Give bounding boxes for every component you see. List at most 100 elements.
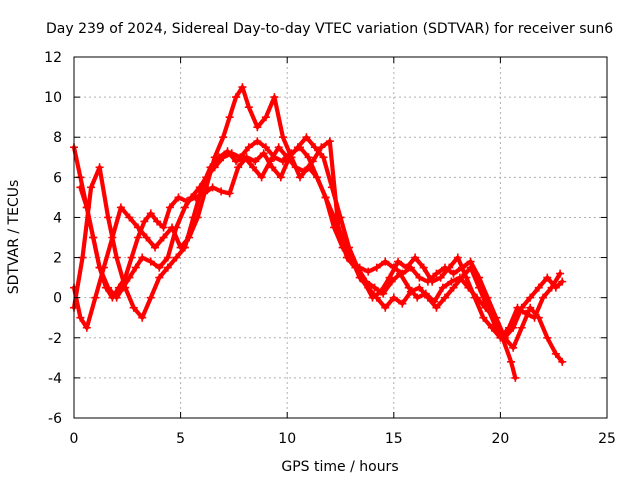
- data-point: [95, 263, 104, 272]
- data-point: [432, 269, 441, 278]
- data-point: [413, 293, 422, 302]
- data-point: [466, 263, 475, 272]
- x-tick-label: 25: [598, 431, 616, 447]
- data-point: [462, 273, 471, 282]
- data-point: [112, 253, 121, 262]
- data-point: [372, 263, 381, 272]
- data-point: [182, 197, 191, 206]
- data-point: [153, 217, 162, 226]
- data-point: [389, 293, 398, 302]
- data-point: [398, 299, 407, 308]
- data-point: [251, 157, 260, 166]
- data-point: [547, 283, 556, 292]
- data-point: [490, 313, 499, 322]
- data-point: [206, 163, 215, 172]
- data-point: [225, 189, 234, 198]
- data-point: [470, 293, 479, 302]
- y-tick-label: -6: [48, 411, 62, 427]
- data-point: [526, 293, 535, 302]
- data-point: [125, 213, 134, 222]
- data-point: [419, 263, 428, 272]
- data-point: [278, 133, 287, 142]
- data-point: [95, 163, 104, 172]
- data-point: [543, 273, 552, 282]
- data-point: [556, 269, 565, 278]
- data-point: [232, 93, 241, 102]
- series-track-d: [70, 137, 565, 342]
- grid: [74, 57, 607, 418]
- data-point: [302, 133, 311, 142]
- data-point: [534, 283, 543, 292]
- data-point: [151, 243, 160, 252]
- data-point: [217, 187, 226, 196]
- x-tick-label: 15: [385, 431, 403, 447]
- data-point: [87, 183, 96, 192]
- data-point: [104, 213, 113, 222]
- data-point: [421, 289, 430, 298]
- data-point: [436, 273, 445, 282]
- data-point: [385, 273, 394, 282]
- data-point: [261, 113, 270, 122]
- data-point: [82, 323, 91, 332]
- data-point: [359, 277, 368, 286]
- y-tick-label: 4: [53, 210, 62, 226]
- data-point: [197, 183, 206, 192]
- data-point: [449, 283, 458, 292]
- data-point: [558, 277, 567, 286]
- data-point: [293, 143, 302, 152]
- data-point: [291, 163, 300, 172]
- data-point: [345, 243, 354, 252]
- y-tick-label: -2: [48, 331, 62, 347]
- series-group: [70, 83, 567, 382]
- data-point: [129, 303, 138, 312]
- data-point: [244, 143, 253, 152]
- data-point: [266, 157, 275, 166]
- data-point: [304, 153, 313, 162]
- data-point: [76, 183, 85, 192]
- plot-frame: [73, 56, 608, 419]
- data-point: [146, 257, 155, 266]
- series-line: [78, 135, 518, 380]
- data-point: [91, 293, 100, 302]
- series-track-c: [76, 133, 520, 382]
- data-point: [402, 263, 411, 272]
- y-tick-label: 12: [44, 50, 62, 66]
- data-point: [276, 173, 285, 182]
- data-point: [163, 263, 172, 272]
- data-point: [249, 163, 258, 172]
- data-point: [453, 253, 462, 262]
- data-point: [101, 283, 110, 292]
- data-point: [325, 137, 334, 146]
- data-point: [138, 313, 147, 322]
- data-point: [219, 133, 228, 142]
- data-point: [449, 269, 458, 278]
- data-point: [521, 309, 530, 318]
- data-point: [364, 267, 373, 276]
- data-point: [253, 137, 262, 146]
- data-point: [140, 217, 149, 226]
- data-point: [381, 257, 390, 266]
- data-point: [172, 253, 181, 262]
- data-point: [381, 303, 390, 312]
- data-point: [159, 223, 168, 232]
- chart-title: Day 239 of 2024, Sidereal Day-to-day VTE…: [46, 21, 613, 37]
- data-point: [133, 233, 142, 242]
- data-point: [351, 263, 360, 272]
- data-point: [368, 293, 377, 302]
- data-point: [504, 323, 513, 332]
- x-axis-label: GPS time / hours: [281, 459, 398, 475]
- x-tick-label: 5: [176, 431, 185, 447]
- data-point: [558, 357, 567, 366]
- y-tick-label: 10: [44, 90, 62, 106]
- data-point: [511, 373, 520, 382]
- data-point: [89, 233, 98, 242]
- data-point: [377, 287, 386, 296]
- data-point: [253, 123, 262, 132]
- data-point: [313, 173, 322, 182]
- data-point: [513, 303, 522, 312]
- data-point: [415, 283, 424, 292]
- data-point: [223, 147, 232, 156]
- data-point: [214, 153, 223, 162]
- data-point: [165, 203, 174, 212]
